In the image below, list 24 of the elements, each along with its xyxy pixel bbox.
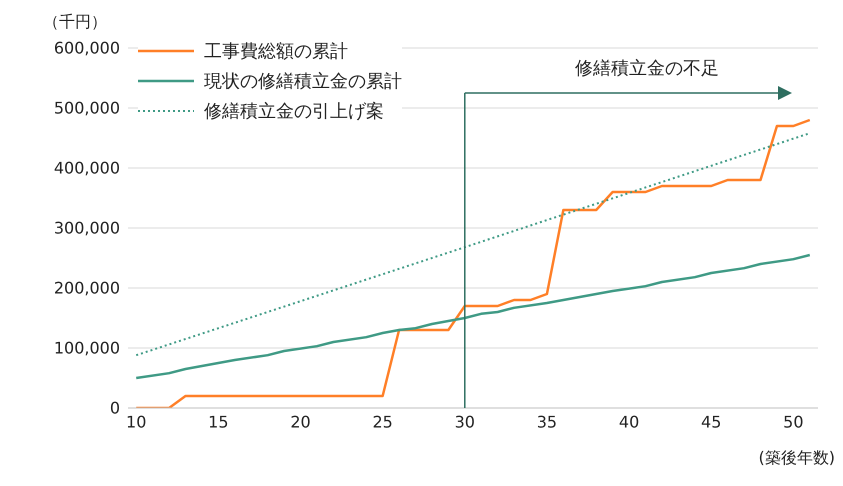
y-tick-label: 300,000 (54, 218, 120, 238)
x-tick-label: 35 (536, 412, 558, 432)
x-tick-label: 50 (783, 412, 804, 432)
x-axis-title: (築後年数) (758, 448, 835, 469)
x-tick-label: 20 (290, 412, 311, 432)
line-series (134, 254, 812, 380)
annotation: 修繕積立金の不足 (574, 57, 719, 80)
y-tick-label: 500,000 (54, 98, 120, 118)
y-tick-label: 100,000 (54, 338, 120, 358)
x-tick-label: 45 (701, 412, 722, 432)
y-tick-label: 200,000 (54, 278, 120, 298)
y-axis-title: （千円） (43, 12, 107, 33)
x-tick-label: 10 (126, 412, 146, 432)
x-tick-label: 30 (454, 412, 475, 432)
x-tick-label: 40 (618, 412, 640, 432)
x-tick-label: 25 (372, 412, 393, 432)
line-series (134, 118, 812, 408)
legend-label: 工事費総額の累計 (204, 40, 348, 63)
x-tick-label: 15 (208, 412, 229, 432)
y-tick-label: 600,000 (54, 38, 120, 58)
y-tick-label: 400,000 (54, 158, 120, 178)
y-tick-label: 0 (110, 398, 120, 418)
legend-label: 現状の修繕積立金の累計 (204, 70, 402, 93)
legend-label: 修繕積立金の引上げ案 (204, 100, 384, 123)
